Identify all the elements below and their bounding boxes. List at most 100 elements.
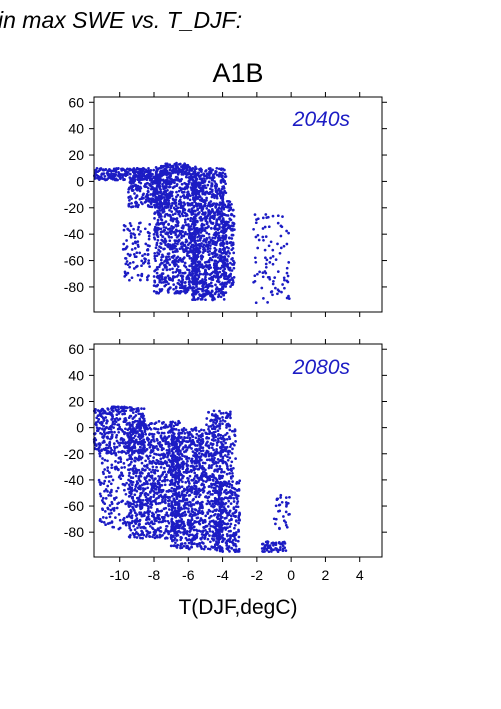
data-point	[162, 225, 166, 229]
data-point	[205, 436, 208, 440]
data-point	[200, 287, 203, 291]
data-point	[287, 296, 291, 300]
data-point	[108, 412, 112, 416]
data-point	[122, 462, 126, 465]
data-point	[148, 178, 152, 182]
data-point	[125, 239, 128, 242]
data-point	[177, 419, 180, 423]
data-point	[171, 279, 175, 282]
data-point	[159, 460, 163, 464]
data-point	[98, 492, 102, 496]
data-point	[175, 533, 178, 537]
data-point	[134, 255, 138, 259]
data-point	[224, 191, 228, 195]
data-point	[118, 417, 122, 421]
data-point	[184, 163, 187, 167]
data-point	[198, 177, 202, 181]
data-point	[144, 257, 147, 261]
data-point	[207, 259, 211, 262]
data-point	[128, 167, 132, 171]
data-point	[114, 460, 117, 463]
data-point	[133, 440, 136, 444]
data-point	[264, 262, 268, 266]
data-point	[191, 479, 195, 482]
data-point	[155, 254, 159, 258]
data-point	[157, 486, 161, 490]
data-point	[161, 185, 165, 188]
data-point	[139, 429, 143, 432]
data-point	[203, 271, 207, 275]
data-point	[194, 239, 197, 243]
data-point	[127, 190, 130, 194]
data-point	[224, 175, 228, 178]
data-point	[129, 414, 133, 418]
data-point	[114, 516, 117, 519]
data-point	[179, 536, 183, 539]
data-point	[159, 222, 163, 225]
data-point	[163, 164, 167, 168]
data-point	[100, 499, 104, 502]
data-point	[162, 202, 165, 206]
data-point	[137, 451, 141, 455]
data-point	[153, 225, 157, 229]
data-point	[154, 529, 158, 533]
data-point	[187, 477, 190, 481]
data-point	[117, 513, 121, 516]
data-point	[208, 219, 212, 223]
data-point	[218, 465, 222, 468]
data-point	[200, 218, 204, 222]
data-point	[143, 252, 147, 256]
data-point	[124, 256, 127, 260]
data-point	[175, 235, 179, 239]
data-point	[179, 205, 183, 209]
data-point	[151, 194, 155, 197]
data-point	[104, 446, 108, 450]
data-point	[149, 202, 153, 206]
data-point	[206, 183, 210, 187]
data-point	[212, 448, 215, 452]
data-point	[174, 175, 178, 179]
data-point	[148, 244, 151, 248]
data-point	[160, 208, 164, 212]
data-point	[137, 476, 141, 480]
data-point	[155, 437, 159, 441]
data-point	[132, 168, 136, 171]
data-point	[161, 479, 164, 483]
data-point	[171, 180, 174, 184]
data-point	[186, 163, 190, 167]
data-point	[154, 259, 157, 263]
data-point	[191, 298, 194, 302]
data-point	[230, 277, 234, 280]
data-point	[232, 276, 236, 279]
data-point	[160, 275, 164, 279]
data-point	[206, 272, 209, 276]
data-point	[102, 168, 106, 172]
data-point	[221, 193, 225, 197]
data-point	[158, 478, 162, 482]
data-point	[201, 449, 205, 452]
data-point	[115, 445, 119, 449]
data-point	[268, 277, 272, 281]
data-point	[222, 291, 226, 295]
data-point	[276, 270, 280, 273]
data-point	[191, 192, 195, 196]
data-point	[172, 226, 176, 229]
data-point	[196, 184, 200, 187]
data-point	[221, 226, 225, 230]
data-point	[201, 212, 204, 216]
data-point	[256, 246, 260, 250]
data-point	[193, 230, 197, 233]
data-point	[163, 179, 167, 183]
data-point	[157, 494, 161, 498]
data-point	[133, 233, 137, 237]
data-point	[202, 239, 205, 243]
data-point	[158, 215, 161, 219]
data-point	[193, 261, 197, 265]
data-point	[177, 189, 181, 193]
data-point	[185, 455, 189, 459]
data-point	[210, 284, 213, 288]
data-point	[207, 253, 211, 257]
data-point	[214, 255, 217, 258]
data-point	[180, 182, 184, 186]
data-point	[147, 274, 150, 278]
